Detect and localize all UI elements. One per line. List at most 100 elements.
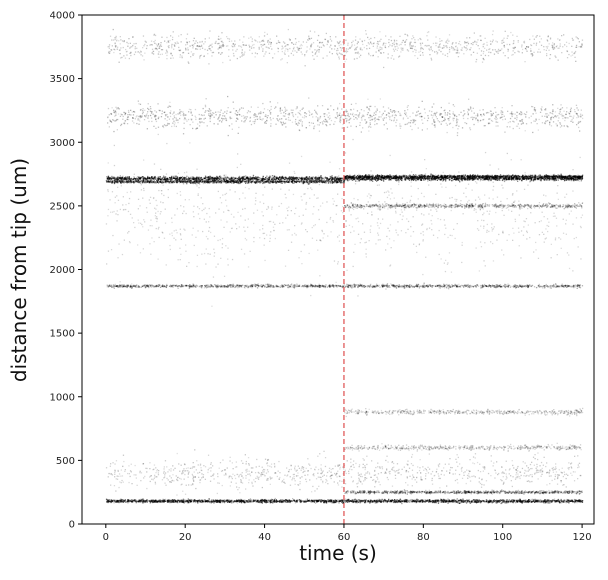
data-point-114 [222,177,224,180]
data-point-1609 [158,178,160,180]
data-point-3439 [159,181,161,183]
data-point-785 [202,180,204,182]
data-point-89 [376,179,379,181]
data-point-1173 [295,177,297,179]
data-point-3408 [161,181,164,184]
data-point-1077 [334,177,336,179]
data-point-1194 [533,179,535,181]
data-point-4374 [460,175,462,177]
data-point-807 [398,178,400,180]
data-point-2171 [424,178,426,181]
data-point-469 [461,178,463,180]
data-point-566 [199,178,201,180]
data-point-1846 [223,177,225,179]
data-point-1319 [201,178,204,180]
data-point-766 [210,178,212,180]
data-point-348 [404,179,407,181]
data-point-219 [198,176,200,178]
data-point-1245 [571,176,573,178]
data-point-2126 [550,177,552,180]
data-point-3390 [317,181,320,183]
data-point-1126 [133,177,135,179]
data-point-1714 [205,176,207,178]
data-point-1405 [264,177,267,179]
data-point-1413 [527,177,529,179]
data-point-1316 [397,178,399,181]
data-point-1330 [267,177,269,180]
data-point-2134 [494,178,496,180]
data-point-1704 [119,176,121,179]
data-point-3486 [342,181,345,183]
data-point-668 [461,179,463,181]
data-point-1155 [564,178,566,180]
data-point-1055 [445,178,447,180]
data-point-1498 [128,179,130,181]
data-point-4789 [507,175,509,177]
data-point-884 [176,179,178,181]
data-point-828 [396,178,398,180]
data-point-75 [289,177,291,180]
data-point-1409 [217,177,219,180]
data-point-4621 [437,176,439,178]
data-point-3491 [190,180,193,183]
data-point-1635 [378,177,380,179]
data-point-110 [116,178,118,180]
data-point-2552 [124,178,126,180]
data-point-4771 [557,176,559,178]
data-point-2364 [351,179,353,181]
data-point-2200 [576,179,578,182]
data-point-234 [269,178,271,181]
data-point-606 [223,178,225,180]
data-point-1177 [289,179,291,181]
data-point-2433 [216,177,218,179]
data-point-4342 [390,176,392,178]
data-point-1623 [525,179,527,181]
data-point-955 [171,175,173,177]
data-point-1646 [130,179,132,182]
data-point-4573 [520,176,522,178]
data-point-904 [458,176,460,178]
data-point-3091 [154,181,156,183]
data-point-4803 [496,177,498,179]
data-point-1525 [368,178,370,180]
data-point-1345 [225,177,227,179]
data-point-230 [370,178,372,181]
data-point-537 [319,178,321,180]
data-point-1358 [222,177,224,179]
data-point-3526 [218,180,220,183]
data-point-1191 [207,176,209,178]
data-point-1188 [232,177,234,179]
data-point-1141 [365,177,368,179]
data-point-1351 [428,179,430,181]
data-point-2380 [260,178,262,180]
data-point-2531 [202,179,204,182]
data-point-1440 [464,179,467,181]
data-point-1447 [145,178,147,180]
data-point-1620 [319,177,321,179]
data-point-3266 [341,179,343,181]
data-point-3510 [329,180,331,182]
data-point-4900 [542,287,544,289]
data-point-573 [196,176,198,179]
data-point-791 [272,177,274,179]
data-point-2289 [126,178,128,180]
data-point-610 [228,178,230,180]
data-point-1481 [332,177,334,179]
data-point-4742 [357,176,360,178]
data-point-1092 [289,176,291,178]
data-point-261 [568,179,570,181]
data-point-428 [411,178,413,181]
data-point-850 [507,178,509,180]
data-point-4550 [394,176,397,178]
data-point-4544 [474,174,476,176]
data-point-165 [344,179,346,181]
data-points [105,28,584,505]
data-point-3440 [199,181,201,183]
data-point-354 [395,179,397,181]
data-point-1615 [331,178,333,180]
data-point-1132 [137,179,139,181]
data-point-1415 [173,175,175,177]
data-point-811 [443,179,445,181]
data-point-176 [337,176,339,178]
data-point-1076 [461,179,463,182]
